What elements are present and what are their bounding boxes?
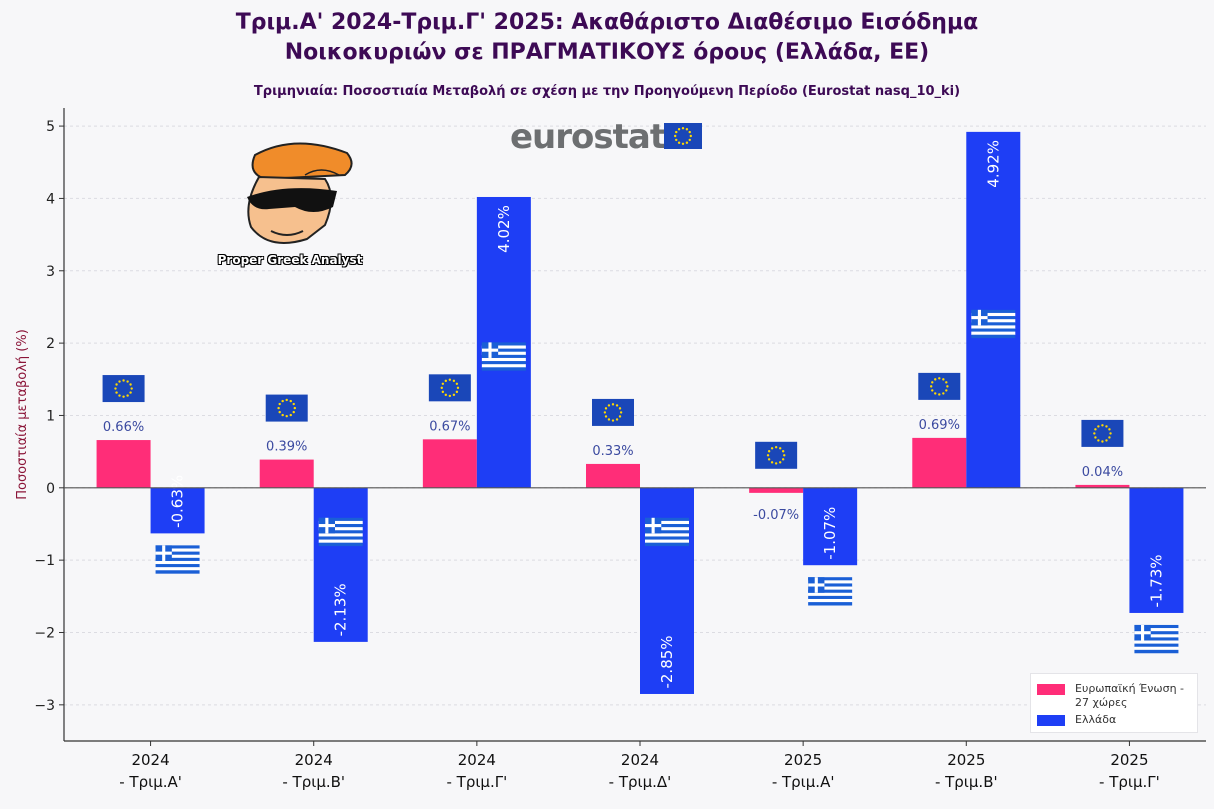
eu-data-label: 0.67%	[429, 419, 470, 434]
legend-label-greece: Ελλάδα	[1075, 713, 1117, 726]
greece-data-label: 4.92%	[984, 140, 1002, 188]
legend-label-eu: Ευρωπαϊκή Ένωση - 27 χώρες	[1075, 682, 1185, 709]
eu-bar	[422, 439, 477, 488]
x-tick-label-year: 2025	[947, 751, 985, 769]
eu-bar	[912, 437, 967, 488]
x-tick-label-year: 2024	[295, 751, 333, 769]
eu-bar	[1075, 484, 1130, 488]
eu-bar	[586, 463, 640, 488]
mascot-caption: Proper Greek Analyst	[217, 253, 363, 267]
greece-flag-icon	[155, 545, 200, 574]
y-tick-label: 2	[46, 336, 55, 352]
chart-title-line2: Νοικοκυριών σε ΠΡΑΓΜΑΤΙΚΟΥΣ όρους (Ελλάδ…	[284, 40, 930, 65]
eu-flag-icon	[592, 398, 634, 426]
eu-flag-icon	[755, 441, 798, 469]
greece-data-label: -0.63%	[169, 475, 187, 528]
chart-subtitle: Τριμηνιαία: Ποσοστιαία Μεταβολή σε σχέση…	[253, 84, 961, 99]
greece-flag-icon	[971, 309, 1016, 339]
legend-item-eu: Ευρωπαϊκή Ένωση - 27 χώρες	[1037, 682, 1193, 710]
greece-flag-icon	[808, 577, 853, 606]
eu-flag-icon	[265, 394, 308, 422]
y-tick-label: 5	[46, 119, 55, 135]
x-tick-label-year: 2024	[131, 751, 169, 769]
greece-data-label: -2.13%	[332, 583, 350, 636]
y-tick-label: 0	[46, 481, 55, 497]
x-tick-label-quarter: - Τριμ.Δ'	[609, 773, 672, 791]
eu-flag-icon	[918, 372, 961, 400]
eu-bar	[259, 459, 314, 488]
eu-bar	[749, 487, 804, 493]
x-tick-label-quarter: - Τριμ.Γ'	[1099, 773, 1160, 791]
x-tick-label-year: 2025	[1110, 751, 1148, 769]
x-tick-label-quarter: - Τριμ.Β'	[282, 773, 345, 791]
greece-data-label: -2.85%	[658, 635, 676, 688]
x-tick-label-quarter: - Τριμ.Α'	[119, 773, 182, 791]
y-tick-label: 4	[46, 191, 55, 207]
chart-legend: Ευρωπαϊκή Ένωση - 27 χώρες Ελλάδα	[1030, 673, 1198, 733]
y-tick-label: −1	[34, 553, 55, 569]
greece-bar	[1129, 487, 1184, 613]
greece-flag-icon	[318, 517, 363, 547]
eu-flag-logo	[664, 123, 702, 149]
eu-flag-icon	[1081, 419, 1124, 447]
eu-flag-icon	[102, 375, 145, 403]
greece-data-label: 4.02%	[495, 205, 513, 253]
greece-bar	[803, 487, 858, 566]
greece-data-label: -1.07%	[821, 507, 839, 560]
greece-data-label: -1.73%	[1147, 554, 1165, 607]
chart-title: Τριμ.Α' 2024-Τριμ.Γ' 2025: Ακαθάριστο Δι…	[0, 8, 1214, 68]
y-tick-label: 3	[46, 264, 55, 280]
x-tick-label-quarter: - Τριμ.Β'	[935, 773, 998, 791]
eu-data-label: 0.39%	[266, 440, 307, 455]
greece-bar	[966, 131, 1021, 488]
chart-title-line1: Τριμ.Α' 2024-Τριμ.Γ' 2025: Ακαθάριστο Δι…	[235, 10, 979, 35]
legend-swatch-eu	[1037, 684, 1065, 695]
eu-data-label: 0.69%	[919, 418, 960, 433]
y-tick-label: −2	[34, 625, 55, 641]
eu-data-label: 0.33%	[592, 444, 633, 459]
analyst-mascot-icon	[247, 142, 353, 244]
greece-flag-icon	[481, 342, 526, 371]
legend-item-greece: Ελλάδα	[1037, 713, 1193, 727]
eu-data-label: 0.66%	[103, 420, 144, 435]
eu-flag-icon	[664, 123, 702, 149]
x-tick-label-year: 2025	[784, 751, 822, 769]
greece-flag-icon	[645, 517, 689, 547]
x-tick-label-year: 2024	[621, 751, 659, 769]
greece-bar	[150, 487, 205, 534]
legend-swatch-greece	[1037, 715, 1065, 726]
eu-bar	[96, 440, 151, 488]
eu-data-label: 0.04%	[1082, 465, 1123, 480]
y-axis-label: Ποσοστιαία μεταβολή (%)	[15, 329, 30, 500]
eurostat-logo-text: eurostat	[510, 117, 666, 157]
greece-flag-icon	[1134, 624, 1179, 654]
x-tick-label-quarter: - Τριμ.Γ'	[446, 773, 507, 791]
x-tick-label-quarter: - Τριμ.Α'	[772, 773, 835, 791]
y-tick-label: 1	[46, 408, 55, 424]
y-tick-label: −3	[34, 698, 55, 714]
eu-data-label: -0.07%	[753, 508, 799, 523]
greece-bar	[313, 487, 368, 642]
x-tick-label-year: 2024	[458, 751, 496, 769]
eu-flag-icon	[428, 374, 471, 402]
